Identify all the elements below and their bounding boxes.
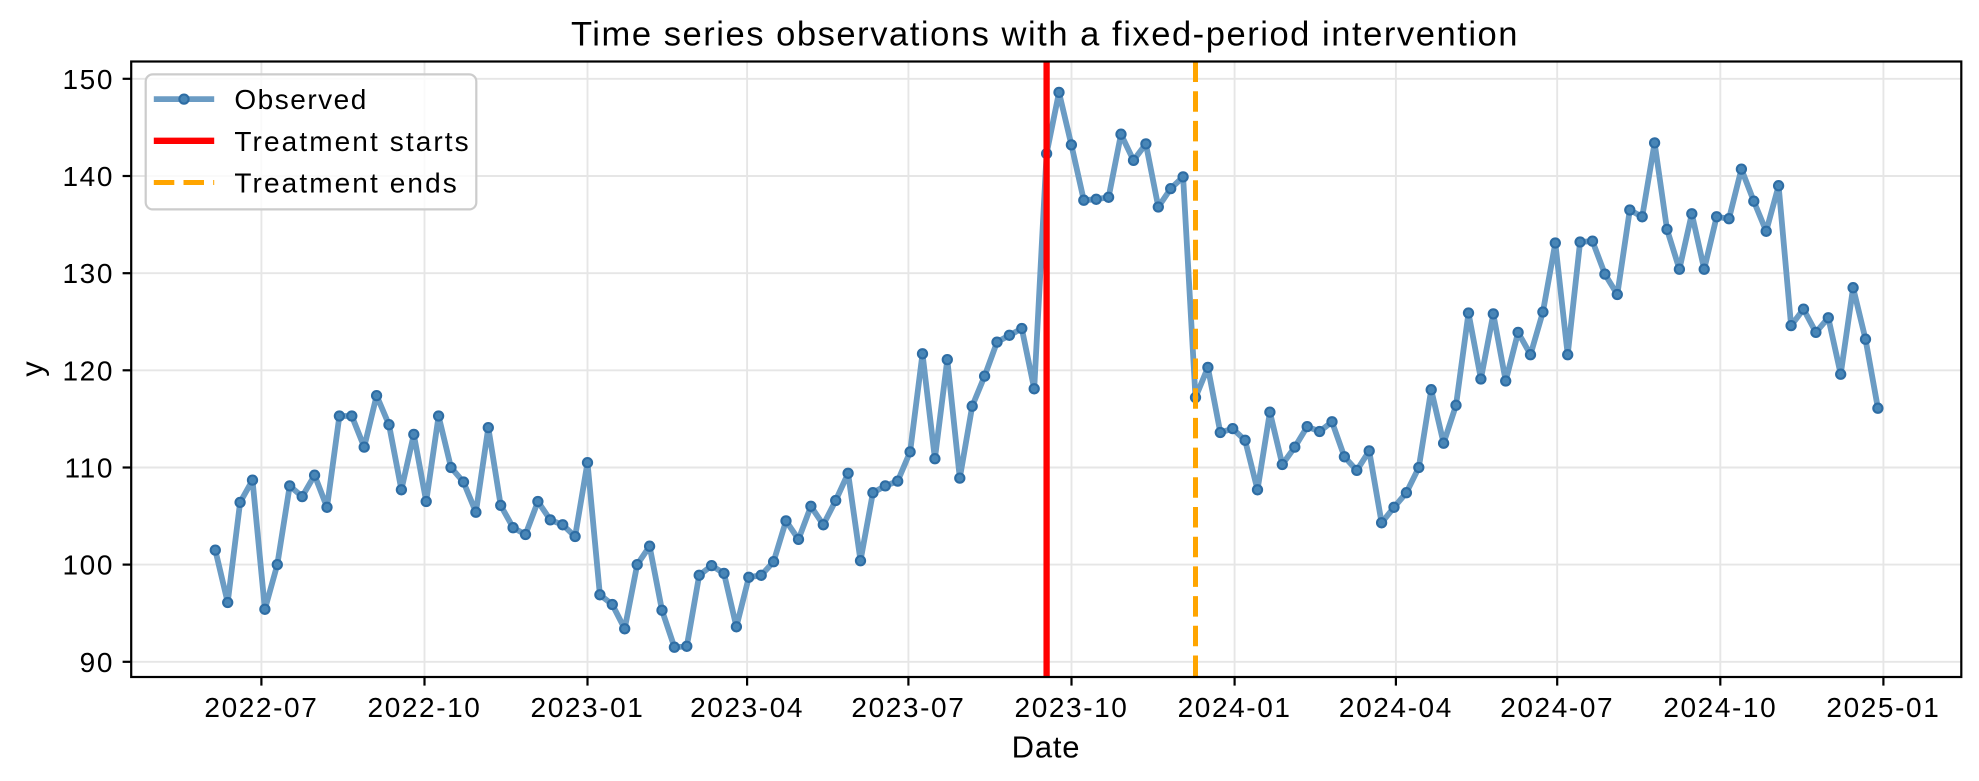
svg-text:2023-04: 2023-04 [690,692,804,723]
svg-text:100: 100 [62,550,114,581]
svg-text:150: 150 [62,64,114,95]
svg-text:2022-07: 2022-07 [204,692,318,723]
svg-text:2025-01: 2025-01 [1826,692,1940,723]
svg-text:2024-04: 2024-04 [1339,692,1453,723]
svg-text:2022-10: 2022-10 [368,692,482,723]
svg-text:y: y [15,361,50,377]
svg-text:90: 90 [80,647,114,678]
svg-text:Observed: Observed [234,84,367,115]
svg-text:Date: Date [1012,730,1081,765]
svg-text:2023-07: 2023-07 [851,692,965,723]
svg-text:120: 120 [62,355,114,386]
svg-text:110: 110 [65,453,114,484]
svg-text:2024-10: 2024-10 [1663,692,1777,723]
svg-text:Time series observations with: Time series observations with a fixed-pe… [571,16,1519,54]
svg-text:Treatment starts: Treatment starts [234,126,470,157]
svg-text:2024-01: 2024-01 [1178,692,1292,723]
svg-text:140: 140 [62,161,114,192]
svg-text:Treatment ends: Treatment ends [234,168,458,199]
svg-text:130: 130 [62,258,114,289]
svg-text:2023-01: 2023-01 [531,692,645,723]
svg-text:2023-10: 2023-10 [1015,692,1129,723]
svg-text:2024-07: 2024-07 [1500,692,1614,723]
